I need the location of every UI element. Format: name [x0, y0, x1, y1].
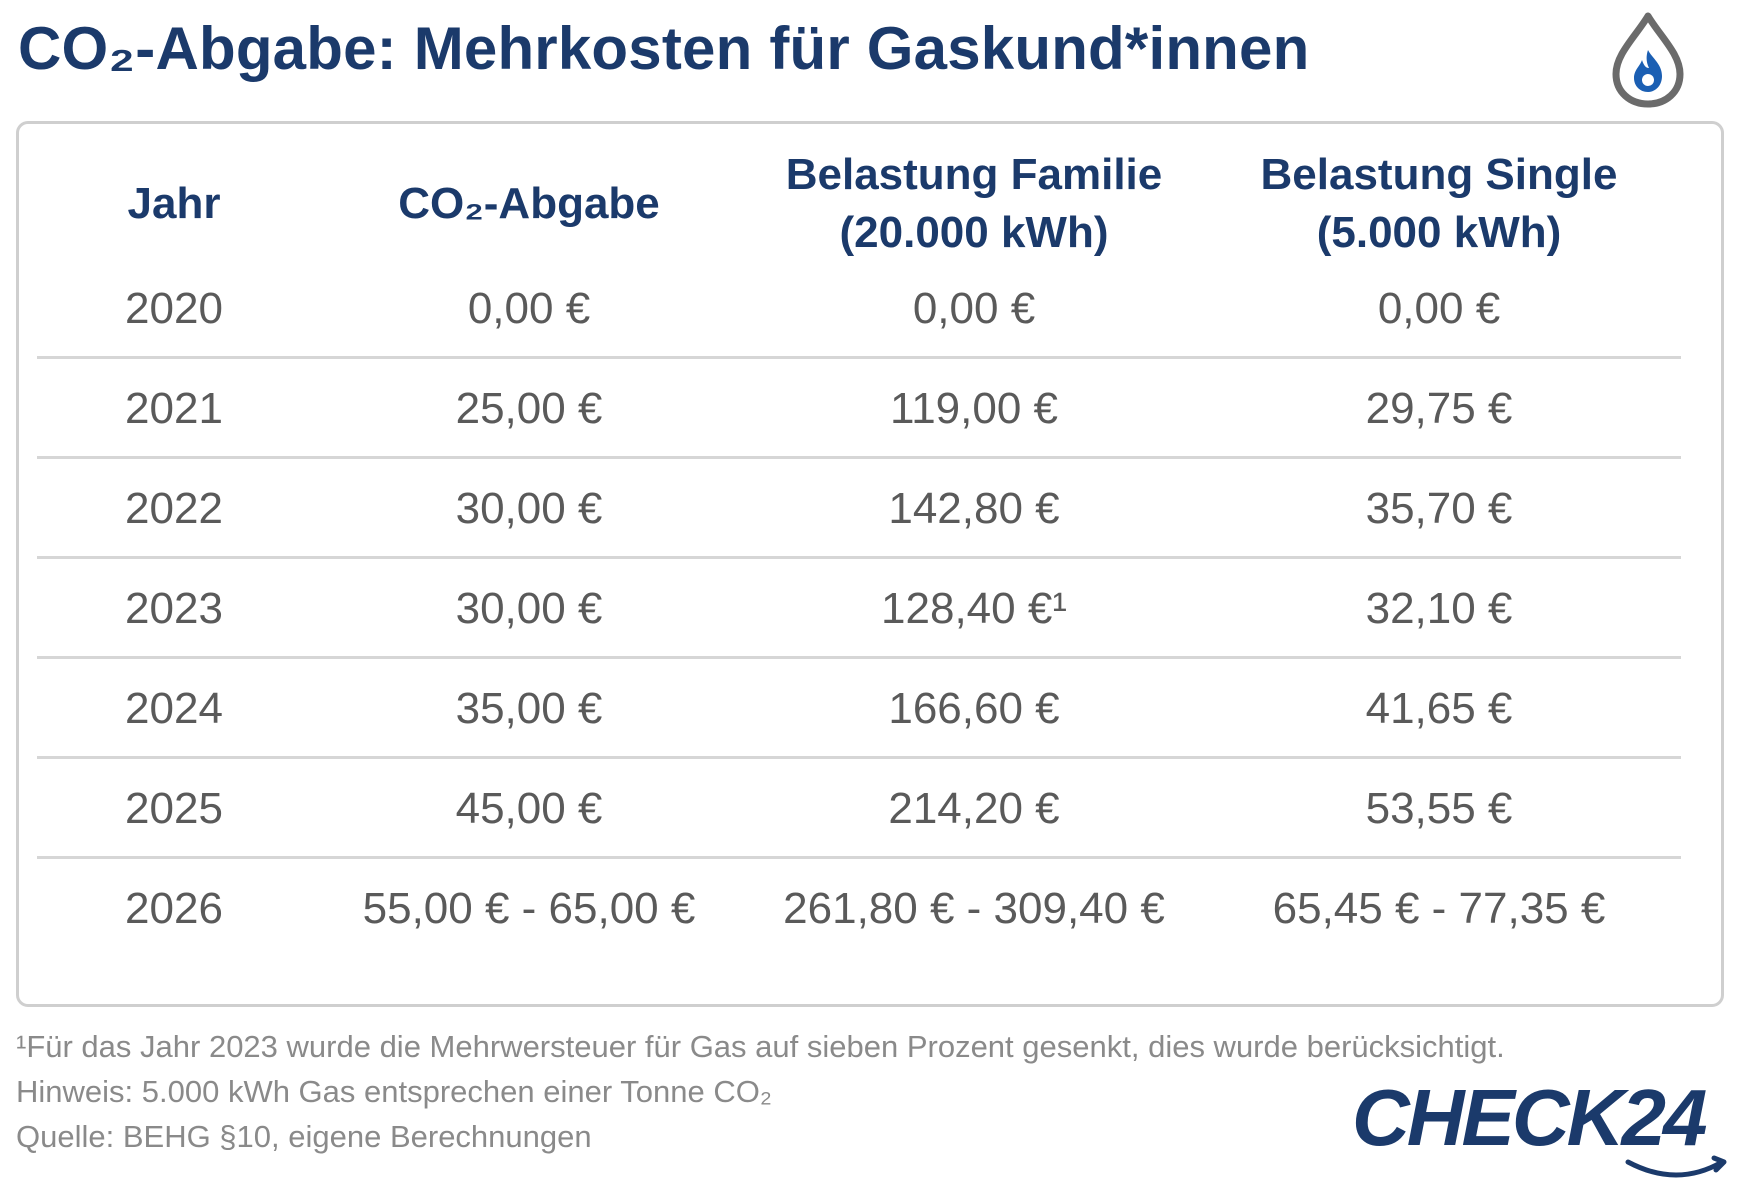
cell-single-burden: 32,10 €: [1365, 584, 1513, 633]
cell-family-burden: 261,80 € - 309,40 €: [783, 884, 1165, 933]
table-row: 2021 25,00 € 119,00 € 29,75 €: [19, 359, 1721, 459]
cell-co2-levy: 0,00 €: [467, 284, 591, 333]
table-row: 2025 45,00 € 214,20 € 53,55 €: [19, 759, 1721, 859]
cell-family-burden: 128,40 €¹: [881, 584, 1067, 633]
cell-family-burden: 166,60 €: [888, 684, 1060, 733]
cell-year: 2025: [125, 784, 223, 833]
row-divider: [37, 556, 1681, 559]
page-title: CO₂-Abgabe: Mehrkosten für Gaskund*innen: [18, 15, 1310, 82]
co2-cost-table: Jahr CO₂-Abgabe Belastung Familie (20.00…: [16, 121, 1724, 1007]
cell-co2-levy: 30,00 €: [455, 484, 603, 533]
cell-family-burden: 142,80 €: [888, 484, 1060, 533]
column-header-co2-levy: CO₂-Abgabe: [309, 124, 749, 284]
cell-co2-levy: 35,00 €: [455, 684, 603, 733]
cell-co2-levy: 45,00 €: [455, 784, 603, 833]
table-header-row: Jahr CO₂-Abgabe Belastung Familie (20.00…: [19, 124, 1721, 284]
row-divider: [37, 856, 1681, 859]
cell-co2-levy: 30,00 €: [455, 584, 603, 633]
footnotes: ¹Für das Jahr 2023 wurde die Mehrwersteu…: [16, 1024, 1505, 1159]
cell-single-burden: 0,00 €: [1377, 284, 1501, 333]
column-header-year: Jahr: [39, 124, 309, 284]
column-header-label: Jahr: [127, 179, 221, 228]
logo-smile-arrow-icon: [1625, 1155, 1727, 1178]
cell-single-burden: 29,75 €: [1365, 384, 1513, 433]
footnote-hint: Hinweis: 5.000 kWh Gas entsprechen einer…: [16, 1074, 772, 1109]
cell-co2-levy: 55,00 € - 65,00 €: [362, 884, 696, 933]
table-row: 2026 55,00 € - 65,00 € 261,80 € - 309,40…: [19, 859, 1721, 959]
check24-logo-text: CHECK24: [1352, 1073, 1707, 1162]
row-divider: [37, 456, 1681, 459]
cell-year: 2021: [125, 384, 223, 433]
cell-year: 2023: [125, 584, 223, 633]
column-header-family-burden: Belastung Familie (20.000 kWh): [749, 124, 1199, 284]
cell-single-burden: 53,55 €: [1365, 784, 1513, 833]
column-header-sublabel: (20.000 kWh): [839, 208, 1109, 257]
cell-year: 2022: [125, 484, 223, 533]
gas-flame-drop-icon: [1612, 12, 1684, 108]
cell-year: 2020: [125, 284, 223, 333]
table-row: 2024 35,00 € 166,60 € 41,65 €: [19, 659, 1721, 759]
column-header-sublabel: (5.000 kWh): [1316, 208, 1562, 257]
table-row: 2023 30,00 € 128,40 €¹ 32,10 €: [19, 559, 1721, 659]
column-header-single-burden: Belastung Single (5.000 kWh): [1199, 124, 1679, 284]
table-row: 2020 0,00 € 0,00 € 0,00 €: [19, 259, 1721, 359]
cell-single-burden: 65,45 € - 77,35 €: [1272, 884, 1606, 933]
cell-year: 2024: [125, 684, 223, 733]
footnote-vat: ¹Für das Jahr 2023 wurde die Mehrwersteu…: [16, 1029, 1505, 1064]
cell-single-burden: 41,65 €: [1365, 684, 1513, 733]
cell-family-burden: 119,00 €: [889, 384, 1058, 433]
row-divider: [37, 756, 1681, 759]
row-divider: [37, 356, 1681, 359]
cell-year: 2026: [125, 884, 223, 933]
cell-single-burden: 35,70 €: [1365, 484, 1513, 533]
cell-family-burden: 0,00 €: [912, 284, 1036, 333]
check24-logo: CHECK24: [1352, 1074, 1732, 1186]
column-header-label: Belastung Single: [1260, 150, 1618, 199]
table-row: 2022 30,00 € 142,80 € 35,70 €: [19, 459, 1721, 559]
footnote-source: Quelle: BEHG §10, eigene Berechnungen: [16, 1119, 592, 1154]
cell-co2-levy: 25,00 €: [455, 384, 603, 433]
cell-family-burden: 214,20 €: [888, 784, 1060, 833]
column-header-label: CO₂-Abgabe: [398, 179, 660, 228]
row-divider: [37, 656, 1681, 659]
column-header-label: Belastung Familie: [785, 150, 1163, 199]
